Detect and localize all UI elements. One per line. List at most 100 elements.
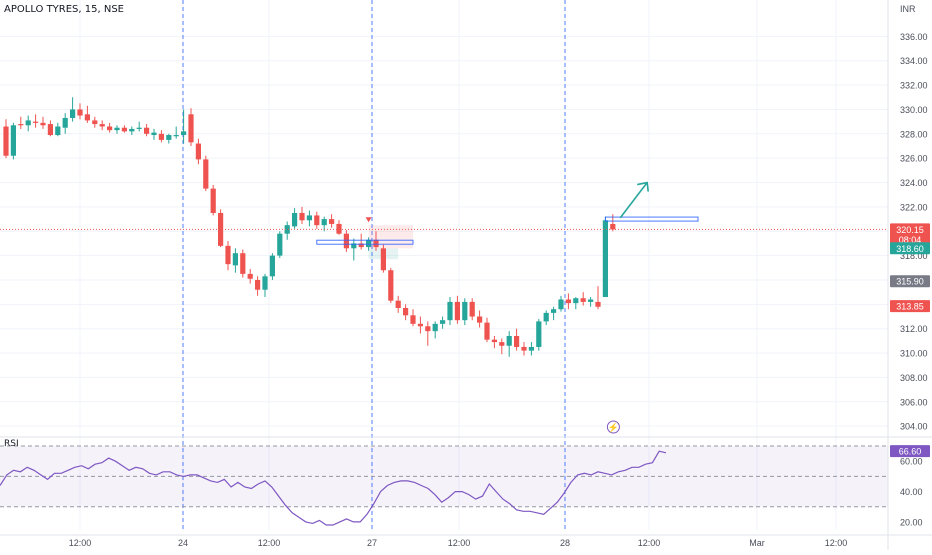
- rsi-last-value: 66.60: [899, 447, 922, 457]
- trend-arrow-shaft: [619, 182, 648, 219]
- candle-down: [329, 219, 335, 224]
- candle-up: [25, 120, 31, 126]
- price-tick-label: 310.00: [900, 349, 928, 359]
- candle-up: [181, 131, 187, 136]
- candle-up: [70, 109, 76, 118]
- candle-up: [55, 126, 61, 136]
- price-tag-box: [890, 223, 930, 246]
- price-zone: [368, 225, 413, 249]
- candle-up: [543, 312, 549, 322]
- candle-up: [62, 117, 68, 128]
- candle-down: [610, 223, 616, 230]
- rsi-tick-label: 60.00: [900, 457, 923, 467]
- candle-down: [299, 212, 305, 221]
- candle-down: [40, 122, 46, 126]
- candle-down: [210, 188, 216, 213]
- rsi-tick-label: 40.00: [900, 487, 923, 497]
- candle-down: [107, 126, 113, 131]
- candle-up: [166, 135, 172, 140]
- candle-up: [536, 321, 542, 347]
- candle-down: [410, 315, 416, 324]
- rsi-pane: [0, 436, 932, 526]
- candle-down: [84, 114, 90, 121]
- candle-up: [151, 132, 157, 136]
- price-tick-label: 304.00: [900, 422, 928, 432]
- candle-down: [240, 253, 246, 274]
- trend-arrow-head: [637, 181, 649, 192]
- candle-down: [158, 133, 164, 140]
- candle-down: [491, 339, 497, 343]
- candle-down: [203, 159, 209, 189]
- currency-label: INR: [900, 4, 916, 14]
- time-tick-label: Mar: [749, 538, 765, 548]
- price-tag-box: [890, 300, 930, 313]
- candle-down: [380, 248, 386, 271]
- candle-up: [462, 301, 468, 321]
- horizontal-level: [316, 239, 414, 245]
- candle-down: [358, 243, 364, 248]
- price-tag-countdown: 08:04: [899, 235, 922, 245]
- candle-down: [521, 346, 527, 351]
- rsi-last-value-box: [890, 445, 930, 458]
- price-tick-label: 324.00: [900, 178, 928, 188]
- time-tick-label: 12:00: [448, 538, 471, 548]
- price-tag-box: [890, 242, 930, 255]
- candle-up: [262, 276, 268, 290]
- time-tick-label: 12:00: [638, 538, 661, 548]
- candle-up: [432, 323, 438, 332]
- candle-down: [33, 121, 39, 123]
- candle-up: [588, 299, 594, 302]
- candle-down: [336, 223, 342, 234]
- price-tick-label: 312.00: [900, 324, 928, 334]
- price-tick-label: 318.00: [900, 251, 928, 261]
- session-breaks: [182, 0, 566, 530]
- price-tick-label: 332.00: [900, 81, 928, 91]
- price-tick-label: 322.00: [900, 202, 928, 212]
- candle-up: [558, 299, 564, 310]
- time-tick-label: 28: [560, 538, 570, 548]
- candle-down: [595, 301, 601, 307]
- price-tick-label: 308.00: [900, 373, 928, 383]
- candle-down: [403, 307, 409, 316]
- price-tick-label: 334.00: [900, 56, 928, 66]
- candle-down: [484, 322, 490, 340]
- time-tick-label: 12:00: [258, 538, 281, 548]
- candle-up: [292, 212, 298, 227]
- candle-down: [18, 124, 24, 126]
- candle-up: [232, 253, 238, 266]
- candle-down: [47, 124, 53, 136]
- candle-up: [114, 127, 120, 131]
- symbol-title[interactable]: APOLLO TYRES, 15, NSE: [4, 4, 124, 15]
- candle-up: [573, 298, 579, 304]
- candle-down: [77, 109, 83, 116]
- candle-down: [477, 316, 483, 323]
- candles-layer: [3, 97, 616, 357]
- lightning-icon: [606, 420, 620, 434]
- price-tag-value: 313.85: [896, 302, 924, 312]
- candle-up: [321, 219, 327, 226]
- price-tick-label: 336.00: [900, 32, 928, 42]
- candle-up: [551, 309, 557, 313]
- rsi-label[interactable]: RSI: [4, 439, 19, 449]
- candle-up: [284, 225, 290, 234]
- candle-up: [506, 336, 512, 346]
- candle-up: [10, 125, 16, 156]
- candle-down: [225, 245, 231, 265]
- time-tick-label: 27: [367, 538, 377, 548]
- price-tag-value: 318.60: [896, 244, 924, 254]
- signal-marker: [365, 217, 372, 223]
- time-tick-label: 12:00: [69, 538, 92, 548]
- candle-down: [580, 298, 586, 302]
- drawings-layer[interactable]: ⚡: [0, 181, 888, 434]
- price-tick-label: 306.00: [900, 397, 928, 407]
- candle-up: [269, 255, 275, 277]
- candle-down: [499, 342, 505, 346]
- candle-up: [173, 135, 179, 137]
- candle-down: [565, 299, 571, 304]
- price-tick-label: 326.00: [900, 154, 928, 164]
- candle-up: [129, 128, 135, 132]
- candle-up: [440, 320, 446, 324]
